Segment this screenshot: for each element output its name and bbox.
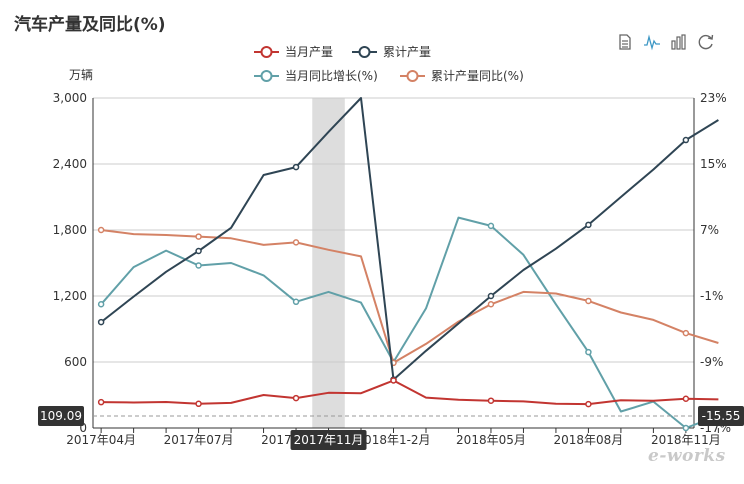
data-point: [390, 377, 397, 384]
crosshair-left-value: 109.09: [40, 409, 82, 423]
toolbox: [616, 33, 715, 51]
y-right-tick-label: -1%: [700, 289, 723, 303]
data-point: [292, 163, 300, 171]
data-point: [682, 136, 690, 144]
y-left-tick-label: 0: [79, 421, 87, 435]
data-point: [585, 221, 592, 229]
crosshair-right-value: -15.55: [702, 409, 741, 423]
legend-marker: [406, 70, 419, 82]
crosshair-right-value-bg: [698, 406, 744, 427]
y-right-tick-label: -9%: [700, 355, 723, 369]
data-point: [97, 398, 105, 406]
x-tick-label: 2017年07月: [164, 433, 234, 447]
data-point: [292, 239, 300, 246]
data-point: [487, 222, 495, 230]
bar-chart-icon[interactable]: [670, 33, 688, 51]
y-left-tick-label: 600: [64, 355, 87, 369]
watermark-logo: e-works: [648, 446, 726, 466]
y-left-tick-label: 2,400: [53, 157, 87, 171]
data-point: [97, 301, 105, 308]
legend-marker: [260, 70, 273, 82]
y-left-tick-label: 1,800: [53, 223, 87, 237]
y-right-tick-label: 23%: [700, 91, 727, 105]
legend-label: 当月产量: [285, 45, 333, 59]
data-point: [585, 297, 592, 305]
data-point: [195, 400, 202, 408]
line-chart-icon[interactable]: [643, 33, 661, 51]
data-point: [195, 247, 202, 255]
x-tick-label: 2018年08月: [554, 433, 624, 447]
data-point: [292, 298, 300, 306]
series-line-3: [100, 216, 719, 429]
legend-label: 当月同比增长(%): [285, 69, 378, 83]
data-point: [195, 233, 202, 240]
data-point: [487, 292, 495, 300]
data-point: [487, 397, 495, 404]
data-point: [97, 226, 105, 234]
data-point: [682, 424, 690, 432]
legend-marker: [260, 46, 273, 58]
chart-title: 汽车产量及同比(%): [14, 15, 166, 35]
y-left-unit-label: 万辆: [69, 68, 93, 82]
legend-label: 累计产量: [383, 45, 431, 59]
legend-marker: [358, 46, 371, 58]
legend-label: 累计产量同比(%): [431, 69, 524, 83]
data-point: [292, 394, 300, 402]
crosshair-left-value-bg: [38, 406, 84, 427]
data-view-icon[interactable]: [616, 33, 634, 51]
series-line-4: [100, 229, 719, 364]
data-point: [97, 318, 105, 326]
x-tick-label: 2018年1-2月: [356, 433, 430, 447]
y-left-tick-label: 3,000: [53, 91, 87, 105]
series-line-1: [101, 379, 719, 406]
crosshair-x-value-bg: [290, 430, 367, 450]
series-line-2: [100, 97, 719, 381]
data-point: [682, 329, 690, 337]
y-left-tick-label: 1,200: [53, 289, 87, 303]
crosshair-x-value: 2017年11月: [294, 433, 364, 447]
x-tick-label: 2018年05月: [456, 433, 526, 447]
tooltip-shadow-band: [312, 98, 345, 428]
data-point: [585, 400, 592, 408]
data-point: [195, 262, 202, 269]
y-right-tick-label: 15%: [700, 157, 727, 171]
x-tick-label: 2017年04月: [66, 433, 136, 447]
data-point: [682, 395, 690, 402]
y-right-tick-label: 7%: [700, 223, 719, 237]
data-point: [585, 348, 592, 356]
restore-icon[interactable]: [697, 33, 715, 51]
x-tick-label: 2018年11月: [651, 433, 721, 447]
data-point: [487, 301, 495, 308]
